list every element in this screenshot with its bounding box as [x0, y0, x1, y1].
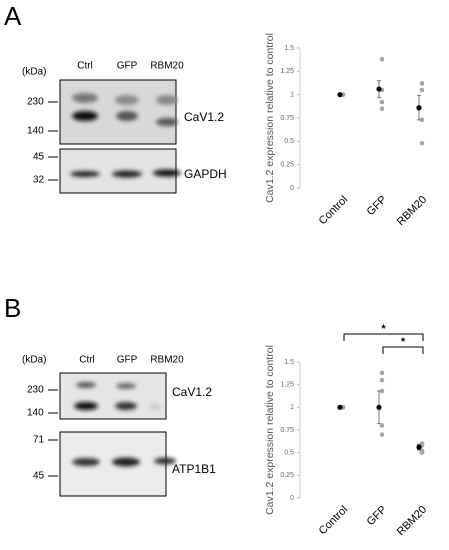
- data-point: [379, 99, 385, 105]
- protein-label: GAPDH: [184, 167, 227, 181]
- y-tick-label: 0: [290, 185, 294, 192]
- protein-label: CaV1.2: [184, 110, 224, 124]
- significance-bracket: [382, 346, 424, 354]
- data-point: [419, 87, 425, 93]
- y-tick-label: 1: [290, 404, 294, 411]
- mean-point: [416, 444, 422, 450]
- data-point: [379, 423, 385, 428]
- protein-label: ATP1B1: [172, 462, 216, 476]
- significance-bracket: [343, 333, 424, 341]
- marker: 140: [27, 126, 44, 137]
- lane-label: Ctrl: [79, 355, 95, 366]
- y-tick-label: 1.25: [280, 68, 294, 75]
- bands: [70, 169, 181, 178]
- data-point: [379, 388, 385, 394]
- lane-label: GFP: [117, 61, 138, 72]
- marker: 230: [27, 385, 44, 396]
- data-point: [379, 432, 385, 437]
- y-tick-label: 0.5: [284, 138, 294, 145]
- lane-label: RBM20: [150, 61, 184, 72]
- unit: (kDa): [22, 355, 46, 366]
- protein-label: CaV1.2: [172, 385, 212, 399]
- data-point: [379, 370, 385, 376]
- x-tick-label: RBM20: [395, 504, 429, 538]
- significance-label: *: [381, 323, 386, 335]
- x-tick-label: Control: [317, 504, 351, 538]
- mean-point: [376, 404, 382, 410]
- y-tick-label: 0.75: [280, 427, 294, 434]
- x-tick-label: GFP: [365, 504, 389, 528]
- y-axis-label: Cav1.2 expression relative to control: [264, 345, 276, 515]
- data-point: [419, 140, 425, 146]
- bands: [72, 93, 178, 126]
- y-axis-label: Cav1.2 expression relative to control: [264, 33, 276, 203]
- marker: 71: [33, 435, 45, 446]
- mean-point: [337, 404, 343, 410]
- bands: [74, 382, 161, 410]
- y-tick-label: 0.25: [280, 162, 294, 169]
- lane-label: RBM20: [150, 355, 184, 366]
- marker: 140: [27, 408, 44, 419]
- data-point: [379, 377, 385, 383]
- unit: (kDa): [22, 67, 46, 78]
- lane-label: GFP: [117, 355, 138, 366]
- blot-membrane: [59, 372, 167, 420]
- significance-label: *: [401, 336, 406, 348]
- marker: 45: [33, 471, 45, 482]
- y-tick-label: 1: [290, 92, 294, 99]
- data-point: [419, 450, 425, 455]
- y-tick-label: 1.5: [284, 359, 294, 366]
- x-tick-label: GFP: [365, 194, 389, 218]
- blot-b: (kDa) Ctrl GFP RBM20 230 140 71 45 CaV1.…: [22, 355, 216, 497]
- y-tick-label: 0: [290, 495, 294, 502]
- mean-point: [416, 105, 422, 111]
- x-tick-label: RBM20: [395, 194, 429, 228]
- data-point: [419, 81, 425, 86]
- data-point: [419, 117, 425, 123]
- panel-label: A: [4, 1, 22, 31]
- data-point: [379, 106, 385, 111]
- y-tick-label: 1.25: [280, 382, 294, 389]
- mean-point: [337, 92, 343, 98]
- y-tick-label: 0.5: [284, 450, 294, 457]
- marker: 45: [33, 152, 45, 163]
- y-tick-label: 0.75: [280, 115, 294, 122]
- blot-a: (kDa) Ctrl GFP RBM20 230 140 45 32 CaV1.…: [22, 61, 227, 194]
- bands: [72, 457, 176, 467]
- lane-label: Ctrl: [77, 61, 93, 72]
- marker: 230: [27, 97, 44, 108]
- data-point: [379, 56, 385, 62]
- marker: 32: [33, 175, 45, 186]
- y-tick-label: 0.25: [280, 472, 294, 479]
- mean-point: [376, 86, 382, 92]
- y-tick-label: 1.5: [284, 45, 294, 52]
- panel-label: B: [4, 293, 21, 323]
- x-tick-label: Control: [317, 194, 351, 228]
